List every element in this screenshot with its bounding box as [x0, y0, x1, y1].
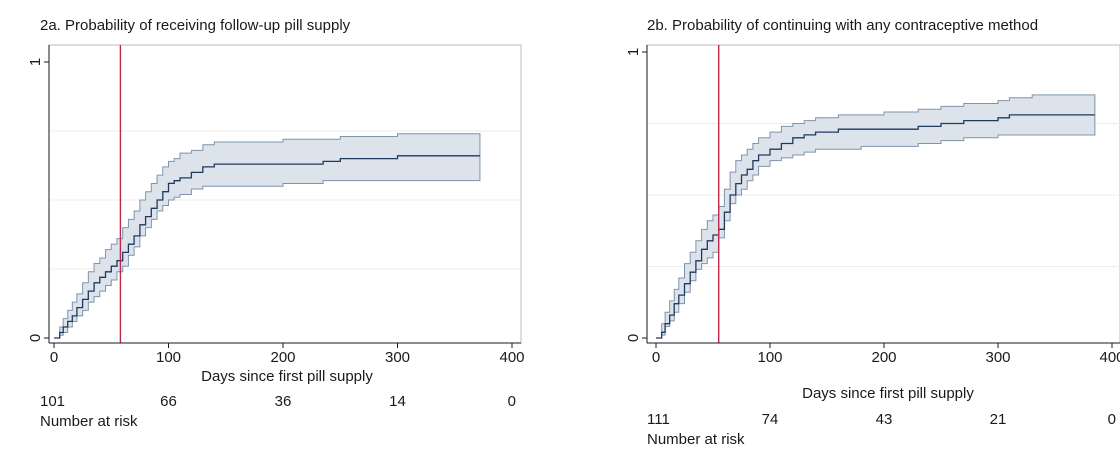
risk-value: 36 [275, 393, 292, 410]
plot-area [48, 44, 522, 344]
x-tick-label: 400 [1099, 349, 1120, 366]
x-tick-label: 400 [499, 349, 524, 366]
x-tick-label: 0 [50, 349, 58, 366]
gridlines [50, 130, 520, 270]
axes: 0 100 200 300 400 0 1 [27, 45, 525, 366]
x-tick-label: 200 [871, 349, 896, 366]
risk-value: 14 [389, 393, 406, 410]
y-tick-label: 0 [625, 334, 642, 342]
panel-2a: 2a. Probability of receiving follow-up p… [27, 17, 525, 430]
risk-table-label: Number at risk [647, 431, 745, 448]
chart-title: 2b. Probability of continuing with any c… [647, 17, 1038, 34]
axes: 0 100 200 300 400 0 1 [625, 45, 1120, 366]
x-tick-label: 0 [652, 349, 660, 366]
panel-2b: 2b. Probability of continuing with any c… [625, 17, 1120, 448]
x-tick-label: 200 [270, 349, 295, 366]
chart-title: 2a. Probability of receiving follow-up p… [40, 17, 351, 34]
risk-value: 43 [876, 411, 893, 428]
y-tick-label: 1 [625, 48, 642, 56]
x-tick-label: 100 [156, 349, 181, 366]
y-tick-label: 1 [27, 58, 44, 66]
risk-table-label: Number at risk [40, 413, 138, 430]
y-tick-label: 0 [27, 334, 44, 342]
plot-area [646, 44, 1120, 344]
risk-value: 0 [508, 393, 516, 410]
x-axis-label: Days since first pill supply [802, 385, 974, 402]
x-axis-label: Days since first pill supply [201, 368, 373, 385]
x-tick-label: 300 [985, 349, 1010, 366]
risk-value: 111 [647, 411, 670, 428]
risk-value: 74 [762, 411, 779, 428]
survival-curve [656, 114, 1095, 339]
risk-value: 66 [160, 393, 177, 410]
x-tick-label: 300 [385, 349, 410, 366]
risk-table: 101 66 36 14 0 [40, 393, 516, 410]
x-tick-label: 100 [757, 349, 782, 366]
risk-value: 0 [1108, 411, 1116, 428]
risk-value: 21 [990, 411, 1007, 428]
risk-table: 111 74 43 21 0 [647, 411, 1116, 428]
risk-value: 101 [40, 393, 65, 410]
survival-curve [54, 155, 480, 339]
confidence-band [54, 133, 481, 339]
confidence-band [656, 94, 1096, 339]
